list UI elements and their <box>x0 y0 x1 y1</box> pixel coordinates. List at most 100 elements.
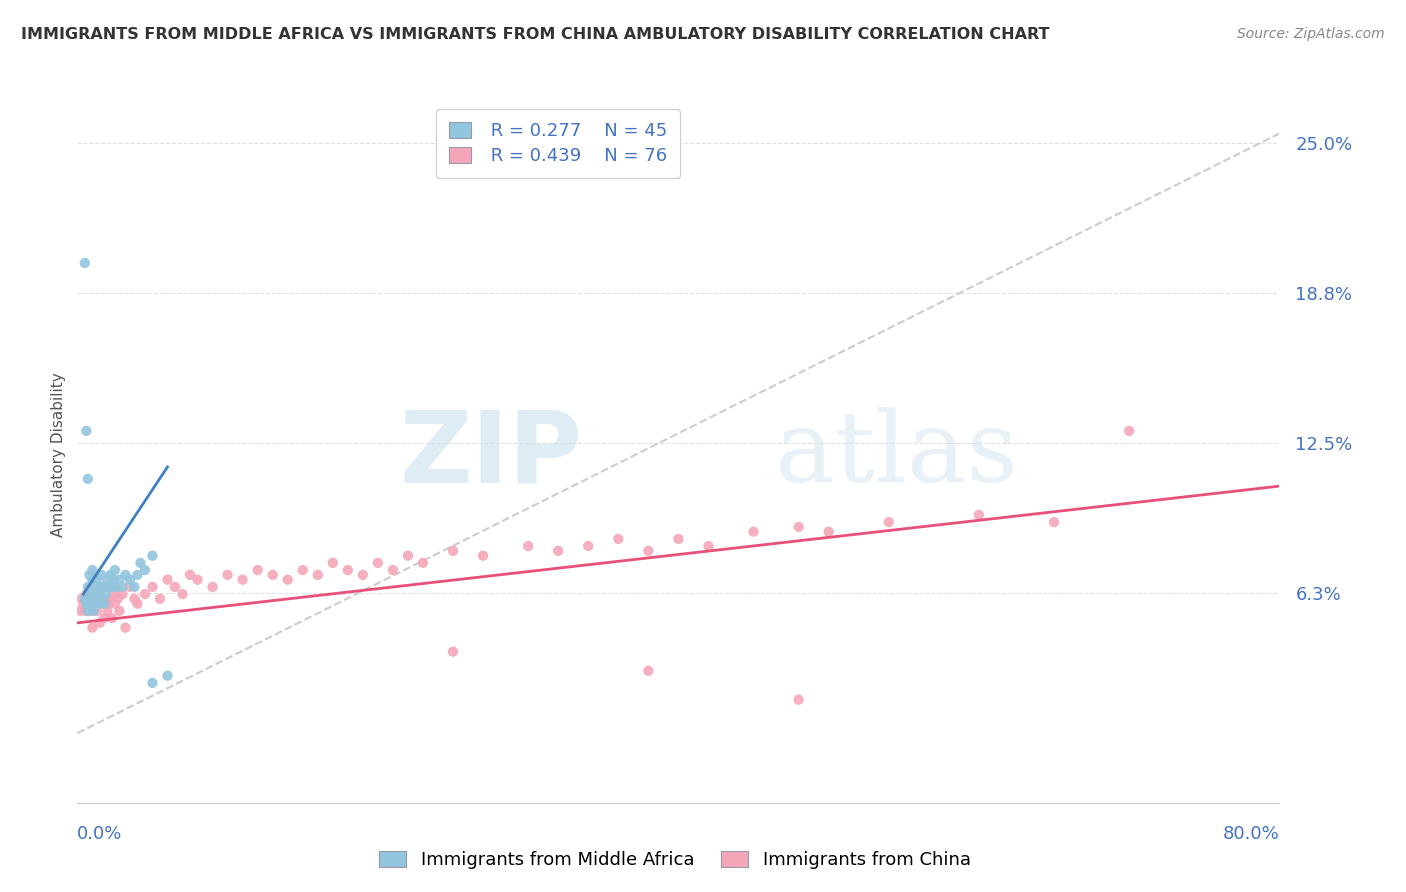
Point <box>84 580 107 594</box>
Point <box>80 604 103 618</box>
Point <box>637 544 659 558</box>
Point <box>75 597 97 611</box>
Point <box>103 573 125 587</box>
Point <box>517 539 540 553</box>
Point <box>89 615 111 630</box>
Point <box>291 563 314 577</box>
Point <box>787 520 810 534</box>
Point <box>817 524 839 539</box>
Text: 80.0%: 80.0% <box>1223 825 1279 843</box>
Point <box>396 549 419 563</box>
Point <box>118 580 141 594</box>
Point <box>75 424 97 438</box>
Point <box>94 587 117 601</box>
Point <box>108 573 131 587</box>
Point <box>742 524 765 539</box>
Point <box>76 597 98 611</box>
Point <box>134 563 156 577</box>
Point <box>156 668 179 682</box>
Point <box>156 573 179 587</box>
Point <box>76 580 98 594</box>
Point <box>877 515 900 529</box>
Point <box>277 573 299 587</box>
Point <box>607 532 630 546</box>
Point <box>108 604 131 618</box>
Point <box>576 539 599 553</box>
Point <box>73 256 96 270</box>
Point <box>381 563 404 577</box>
Point <box>90 591 112 606</box>
Point <box>217 567 239 582</box>
Point <box>186 573 209 587</box>
Point <box>83 597 105 611</box>
Point <box>73 604 96 618</box>
Point <box>90 567 112 582</box>
Point <box>87 587 110 601</box>
Point <box>83 604 105 618</box>
Point <box>179 567 201 582</box>
Point <box>73 591 96 606</box>
Text: atlas: atlas <box>775 407 1018 503</box>
Point <box>141 549 163 563</box>
Point <box>105 580 128 594</box>
Point <box>111 580 134 594</box>
Point <box>787 692 810 706</box>
Point <box>79 567 101 582</box>
Point <box>246 563 269 577</box>
Legend: Immigrants from Middle Africa, Immigrants from China: Immigrants from Middle Africa, Immigrant… <box>370 842 980 879</box>
Text: ZIP: ZIP <box>399 407 582 503</box>
Point <box>114 567 136 582</box>
Legend:  R = 0.277    N = 45,  R = 0.439    N = 76: R = 0.277 N = 45, R = 0.439 N = 76 <box>436 109 681 178</box>
Point <box>127 567 149 582</box>
Point <box>637 664 659 678</box>
Point <box>107 591 129 606</box>
Point <box>367 556 389 570</box>
Point <box>967 508 990 522</box>
Point <box>697 539 720 553</box>
Point <box>87 591 110 606</box>
Point <box>100 591 122 606</box>
Point <box>90 597 112 611</box>
Point <box>80 587 103 601</box>
Point <box>84 591 107 606</box>
Point <box>668 532 690 546</box>
Point <box>82 573 104 587</box>
Point <box>91 580 114 594</box>
Point <box>1118 424 1140 438</box>
Point <box>86 573 108 587</box>
Point <box>322 556 344 570</box>
Point <box>352 567 374 582</box>
Point <box>412 556 434 570</box>
Point <box>93 597 115 611</box>
Point <box>75 587 97 601</box>
Point <box>82 621 104 635</box>
Point <box>1043 515 1066 529</box>
Point <box>547 544 569 558</box>
Point <box>82 563 104 577</box>
Point <box>201 580 224 594</box>
Point <box>114 621 136 635</box>
Text: IMMIGRANTS FROM MIDDLE AFRICA VS IMMIGRANTS FROM CHINA AMBULATORY DISABILITY COR: IMMIGRANTS FROM MIDDLE AFRICA VS IMMIGRA… <box>21 27 1050 42</box>
Point <box>124 591 146 606</box>
Point <box>89 580 111 594</box>
Point <box>96 604 118 618</box>
Point <box>262 567 284 582</box>
Point <box>149 591 172 606</box>
Point <box>103 587 125 601</box>
Y-axis label: Ambulatory Disability: Ambulatory Disability <box>51 373 66 537</box>
Point <box>141 676 163 690</box>
Point <box>80 597 103 611</box>
Point <box>94 580 117 594</box>
Text: Source: ZipAtlas.com: Source: ZipAtlas.com <box>1237 27 1385 41</box>
Point <box>83 591 105 606</box>
Point <box>97 597 120 611</box>
Point <box>89 580 111 594</box>
Point <box>96 573 118 587</box>
Text: 0.0%: 0.0% <box>77 825 122 843</box>
Point <box>93 611 115 625</box>
Point <box>104 597 127 611</box>
Point <box>76 472 98 486</box>
Point <box>124 580 146 594</box>
Point <box>134 587 156 601</box>
Point <box>172 587 194 601</box>
